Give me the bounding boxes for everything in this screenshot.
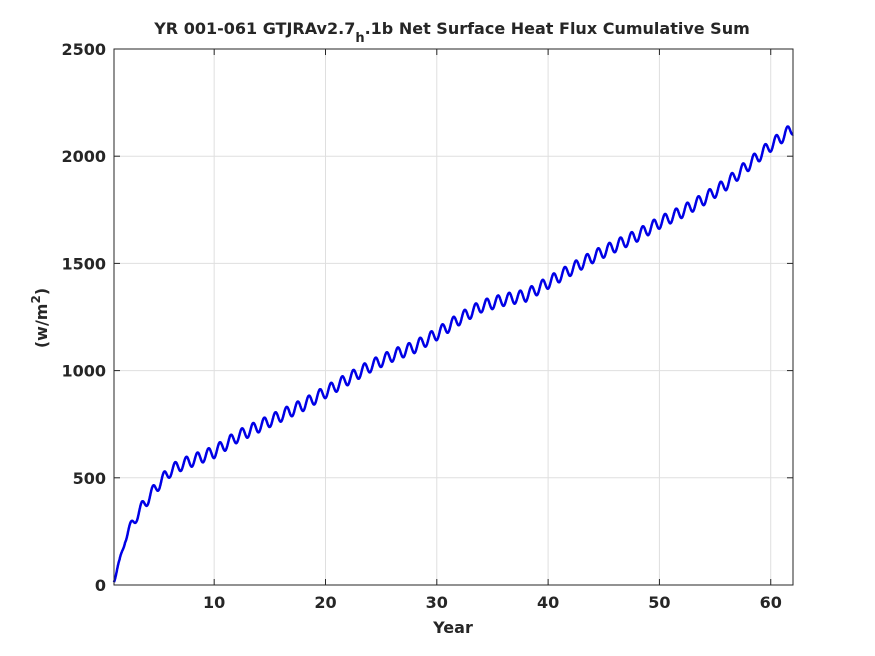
y-axis-label: (w/m2) [29, 288, 51, 348]
x-tick-label: 40 [537, 593, 559, 612]
x-tick-label: 50 [648, 593, 670, 612]
series-line [112, 125, 795, 583]
x-tick-label: 20 [314, 593, 336, 612]
y-tick-label: 0 [95, 576, 106, 595]
y-tick-label: 1000 [61, 362, 106, 381]
y-tick-label: 500 [73, 469, 106, 488]
y-tick-label: 1500 [61, 254, 106, 273]
x-axis-label: Year [432, 618, 473, 637]
y-tick-labels: 0 500 1000 1500 2000 2500 [61, 40, 106, 595]
tick-marks [114, 48, 793, 586]
x-tick-label: 60 [760, 593, 782, 612]
x-tick-labels: 10 20 30 40 50 60 [203, 593, 782, 612]
y-tick-label: 2500 [61, 40, 106, 59]
series-group [112, 125, 795, 583]
chart-title: YR 001-061 GTJRAv2.7h.1b Net Surface Hea… [153, 19, 750, 46]
x-tick-label: 30 [426, 593, 448, 612]
axes-box [113, 48, 794, 586]
y-tick-label: 2000 [61, 147, 106, 166]
x-tick-label: 10 [203, 593, 225, 612]
